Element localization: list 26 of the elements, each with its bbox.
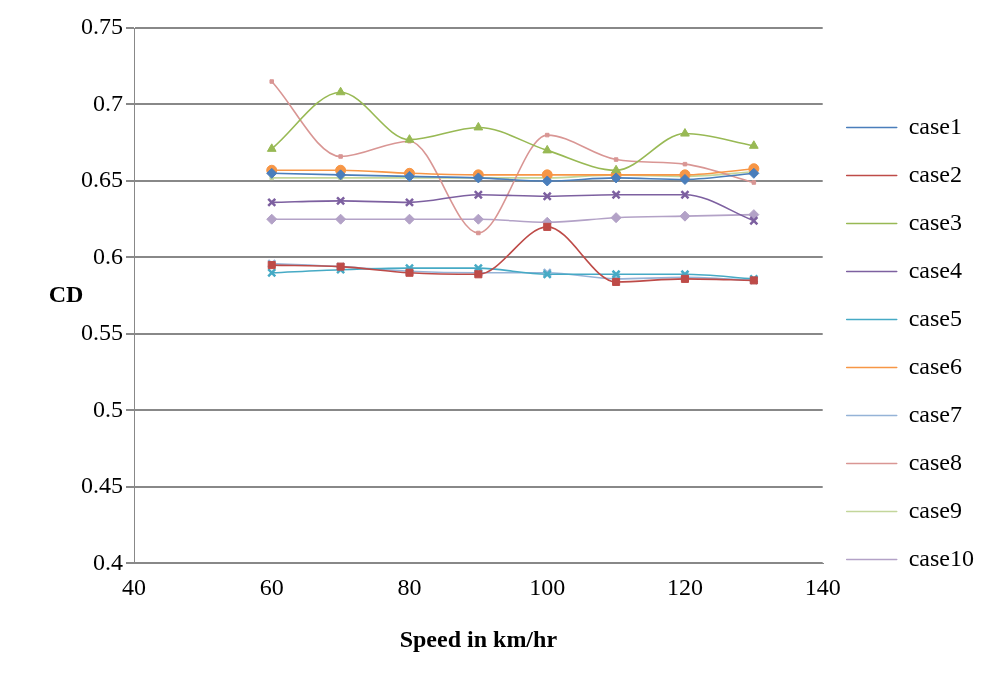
y-tick-label: 0.5: [93, 395, 123, 422]
y-tick-label: 0.75: [81, 13, 123, 40]
legend-label: case6: [908, 352, 962, 379]
y-tick-label: 0.6: [93, 242, 123, 269]
x-tick-label: 80: [397, 574, 422, 601]
y-tick-label: 0.7: [93, 89, 123, 116]
x-tick-label: 120: [666, 574, 703, 601]
y-tick-label: 0.45: [81, 472, 123, 499]
y-tick-label: 0.4: [93, 548, 123, 575]
x-tick-label: 100: [529, 574, 566, 601]
legend-label: case9: [908, 496, 962, 523]
legend-label: case5: [908, 304, 962, 331]
legend-label: case10: [908, 544, 974, 571]
legend-label: case8: [908, 448, 962, 475]
legend-label: case3: [908, 208, 962, 235]
x-tick-label: 140: [804, 574, 841, 601]
legend-label: case1: [908, 112, 962, 139]
x-tick-label: 60: [259, 574, 284, 601]
x-axis-title: Speed in km/hr: [399, 625, 558, 652]
y-tick-label: 0.65: [81, 166, 123, 193]
y-tick-label: 0.55: [81, 319, 123, 346]
legend-label: case4: [908, 256, 962, 283]
x-tick-label: 40: [122, 574, 146, 601]
legend-label: case7: [908, 400, 962, 427]
y-axis-title: CD: [48, 280, 84, 307]
legend-label: case2: [908, 160, 962, 187]
